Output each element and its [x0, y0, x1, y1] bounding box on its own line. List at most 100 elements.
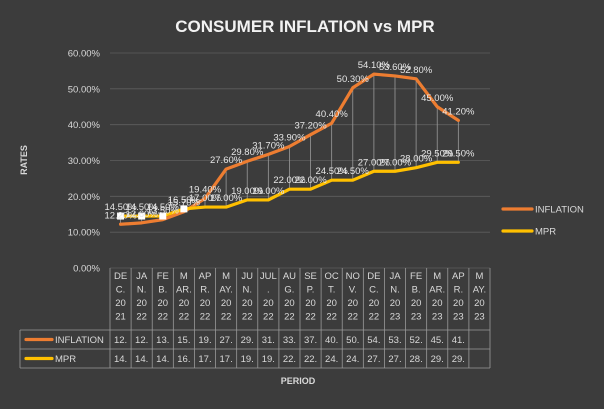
x-category-label-line: AR. [429, 285, 445, 296]
x-category-label-line: N. [137, 285, 147, 296]
table-cell-inflation: 19. [198, 335, 211, 346]
x-category-label-line: 20 [221, 298, 232, 309]
x-category-label: M AY. 20 22 [219, 271, 232, 323]
x-category-label: OC T. 20 22 [325, 271, 339, 323]
x-category-label-line: FE [410, 271, 422, 282]
y-tick-label: 40.00% [68, 120, 101, 131]
data-label-inflation: 15.70% [168, 198, 201, 209]
data-label-inflation: 40.40% [316, 109, 349, 120]
y-tick-label: 10.00% [68, 228, 101, 239]
x-category-label-line: 20 [157, 298, 168, 309]
x-category-label-line: M [222, 271, 230, 282]
x-category-label-line: 20 [369, 298, 380, 309]
x-category-label-line: AY. [219, 285, 232, 296]
x-category-label-line: 20 [453, 298, 464, 309]
x-category-label: FE B. 20 23 [410, 271, 422, 323]
x-category-label-line: 21 [115, 312, 126, 323]
table-cell-mpr: 29. [452, 354, 465, 365]
table-cell-inflation: 53. [388, 335, 401, 346]
x-category-label: AP R. 20 23 [452, 271, 465, 323]
x-category-label: JA N. 20 22 [136, 271, 148, 323]
x-category-label-line: AP [199, 271, 212, 282]
table-cell-inflation: 15. [177, 335, 190, 346]
mpr-marker [138, 212, 146, 220]
data-label-mpr: 27.00% [358, 157, 391, 168]
x-category-label-line: JA [389, 271, 401, 282]
x-category-label-line: JA [136, 271, 148, 282]
x-category-label-line: 20 [411, 298, 422, 309]
y-tick-label: 50.00% [68, 84, 101, 95]
x-category-label-line: V. [349, 285, 357, 296]
series-line-inflation [118, 72, 460, 226]
x-category-label-line: 20 [263, 298, 274, 309]
x-category-label-line: 20 [326, 298, 337, 309]
x-category-label-line: C. [369, 285, 379, 296]
table-cell-mpr: 14. [114, 354, 127, 365]
x-category-label-line: 20 [200, 298, 211, 309]
x-category-label-line: N. [390, 285, 400, 296]
data-label-mpr: 22.00% [273, 175, 306, 186]
x-category-label-line: DE [114, 271, 127, 282]
x-category-label: M AR. 20 22 [176, 271, 192, 323]
x-category-label-line: 22 [347, 312, 358, 323]
data-label-mpr: 22.00% [294, 175, 327, 186]
data-label-inflation: 37.20% [294, 121, 327, 132]
table-cell-mpr: 19. [241, 354, 254, 365]
table-cell-inflation: 40. [325, 335, 338, 346]
data-label-mpr: 14.50% [104, 202, 137, 213]
table-cell-inflation: 37. [304, 335, 317, 346]
mpr-marker [180, 205, 188, 213]
x-category-label-line: G. [284, 285, 294, 296]
data-label-mpr: 19.00% [231, 186, 264, 197]
data-label-inflation: 31.70% [252, 140, 285, 151]
x-category-label-line: 22 [221, 312, 232, 323]
x-category-label-line: 22 [326, 312, 337, 323]
x-category-label-line: 20 [115, 298, 126, 309]
x-category-label: M AR. 20 23 [429, 271, 445, 323]
gridlines [110, 52, 490, 269]
x-category-label: DE C. 20 21 [114, 271, 127, 323]
table-cell-mpr: 14. [156, 354, 169, 365]
x-category-label-line: DE [367, 271, 380, 282]
data-label-mpr: 24.50% [316, 166, 349, 177]
table-cell-mpr: 16. [177, 354, 190, 365]
table-cell-mpr: 27. [367, 354, 380, 365]
table-cell-mpr: 22. [283, 354, 296, 365]
table-row-header-inflation: INFLATION [55, 335, 104, 346]
data-label-mpr: 29.50% [442, 148, 475, 159]
x-category-label-line: OC [325, 271, 339, 282]
x-category-label-line: 23 [390, 312, 401, 323]
x-category-label-line: M [475, 271, 483, 282]
data-label-inflation: 53.60% [379, 62, 412, 73]
table-cell-inflation: 52. [410, 335, 423, 346]
y-tick-label: 0.00% [73, 264, 100, 275]
x-category-label-line: 20 [474, 298, 485, 309]
x-category-label-line: 20 [305, 298, 316, 309]
data-label-inflation: 27.60% [210, 155, 243, 166]
x-category-label-line: 22 [157, 312, 168, 323]
x-category-label-line: P. [307, 285, 315, 296]
data-label-mpr: 17.00% [210, 193, 243, 204]
x-category-label-line: 20 [432, 298, 443, 309]
x-category-label-line: 20 [242, 298, 253, 309]
table-cell-mpr: 24. [346, 354, 359, 365]
x-category-label: JA N. 20 23 [389, 271, 401, 323]
x-category-label-line: R. [454, 285, 464, 296]
x-category-label-line: C. [116, 285, 126, 296]
data-label-inflation: 41.20% [442, 106, 475, 117]
x-category-label: JUL. 20 22 [260, 271, 277, 323]
x-category-label-line: M [180, 271, 188, 282]
x-category-label-line: AU [283, 271, 296, 282]
x-category-label-line: 22 [179, 312, 190, 323]
x-category-label-line: 23 [432, 312, 443, 323]
table-cell-mpr: 24. [325, 354, 338, 365]
data-label-inflation: 29.80% [231, 147, 264, 158]
table-cell-inflation: 50. [346, 335, 359, 346]
x-category-label-line: 23 [453, 312, 464, 323]
table-cell-mpr: 27. [388, 354, 401, 365]
y-axis-ticks: 0.00% 10.00% 20.00% 30.00% 40.00% 50.00% 60.00… [68, 49, 101, 275]
data-label-mpr: 29.50% [421, 148, 454, 159]
data-label-mpr: 24.50% [337, 166, 370, 177]
table-cell-mpr: 17. [198, 354, 211, 365]
x-category-label-line: 22 [263, 312, 274, 323]
